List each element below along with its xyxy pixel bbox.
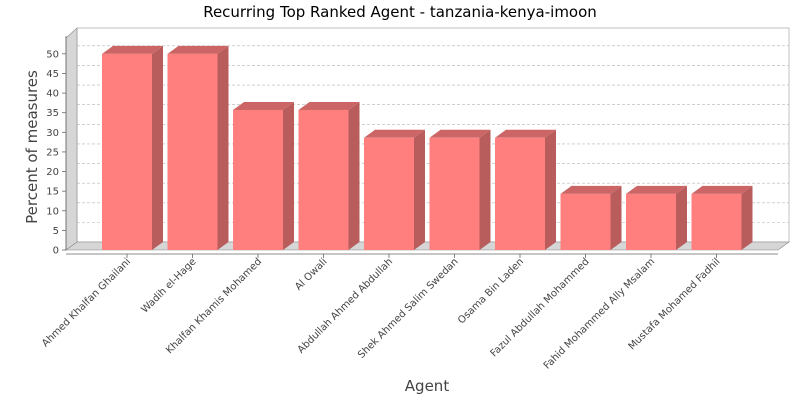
bar-top bbox=[495, 129, 556, 138]
bar bbox=[626, 193, 676, 250]
x-axis-title: Agent bbox=[405, 377, 450, 395]
bar-top bbox=[626, 185, 687, 194]
bar bbox=[560, 193, 611, 250]
x-tick-label: Osama Bin Laden bbox=[456, 256, 526, 326]
bar-side bbox=[152, 45, 163, 250]
y-tick-label: 35 bbox=[46, 108, 59, 119]
left-wall bbox=[65, 27, 78, 251]
bar-top bbox=[364, 129, 425, 138]
y-tick-label: 50 bbox=[46, 49, 59, 60]
y-tick-label: 15 bbox=[46, 187, 59, 198]
bar-side bbox=[610, 185, 622, 250]
bar-top bbox=[233, 101, 294, 110]
plot-area: 0 5 10 15 20 25 30 35 40 45 50 Ahmed Khalfan Ghaila… bbox=[40, 27, 790, 372]
bar-top bbox=[298, 101, 360, 110]
bar-side bbox=[217, 45, 229, 250]
x-tick-label: Fahid Mohammed Ally Msalam bbox=[542, 256, 657, 371]
bar bbox=[495, 137, 545, 250]
bar-side bbox=[676, 185, 687, 250]
x-tick-label: Al Owali bbox=[293, 256, 329, 292]
y-tick-label: 5 bbox=[53, 226, 59, 237]
bar-top bbox=[167, 45, 229, 54]
y-tick-label: 45 bbox=[46, 69, 59, 80]
y-tick-label: 0 bbox=[53, 246, 59, 257]
x-tick-label: Ahmed Khalfan Ghailani bbox=[40, 256, 133, 349]
bar-top bbox=[691, 185, 753, 194]
bar-top bbox=[102, 45, 163, 54]
bar-side bbox=[479, 129, 491, 250]
x-tick-label: Wadih el-Hage bbox=[139, 256, 198, 315]
y-tick-label: 10 bbox=[46, 206, 59, 217]
y-tick-label: 30 bbox=[46, 128, 59, 139]
bar-top bbox=[429, 129, 491, 138]
bar bbox=[167, 53, 218, 250]
bar-side bbox=[283, 101, 294, 250]
bar-side bbox=[414, 129, 425, 250]
bar-top bbox=[560, 185, 622, 194]
y-axis-title: Percent of measures bbox=[23, 70, 41, 224]
bar bbox=[298, 109, 349, 250]
bar-side bbox=[348, 101, 360, 250]
bar bbox=[102, 53, 152, 250]
bar-side bbox=[545, 129, 556, 250]
y-tick-label: 40 bbox=[46, 89, 59, 100]
bar bbox=[429, 137, 480, 250]
bar bbox=[364, 137, 414, 250]
bar bbox=[233, 109, 283, 250]
y-tick-label: 20 bbox=[46, 167, 59, 178]
y-tick-label: 25 bbox=[46, 147, 59, 158]
bar bbox=[691, 193, 742, 250]
bar-side bbox=[741, 185, 753, 250]
chart-title: Recurring Top Ranked Agent - tanzania-ke… bbox=[203, 3, 597, 21]
